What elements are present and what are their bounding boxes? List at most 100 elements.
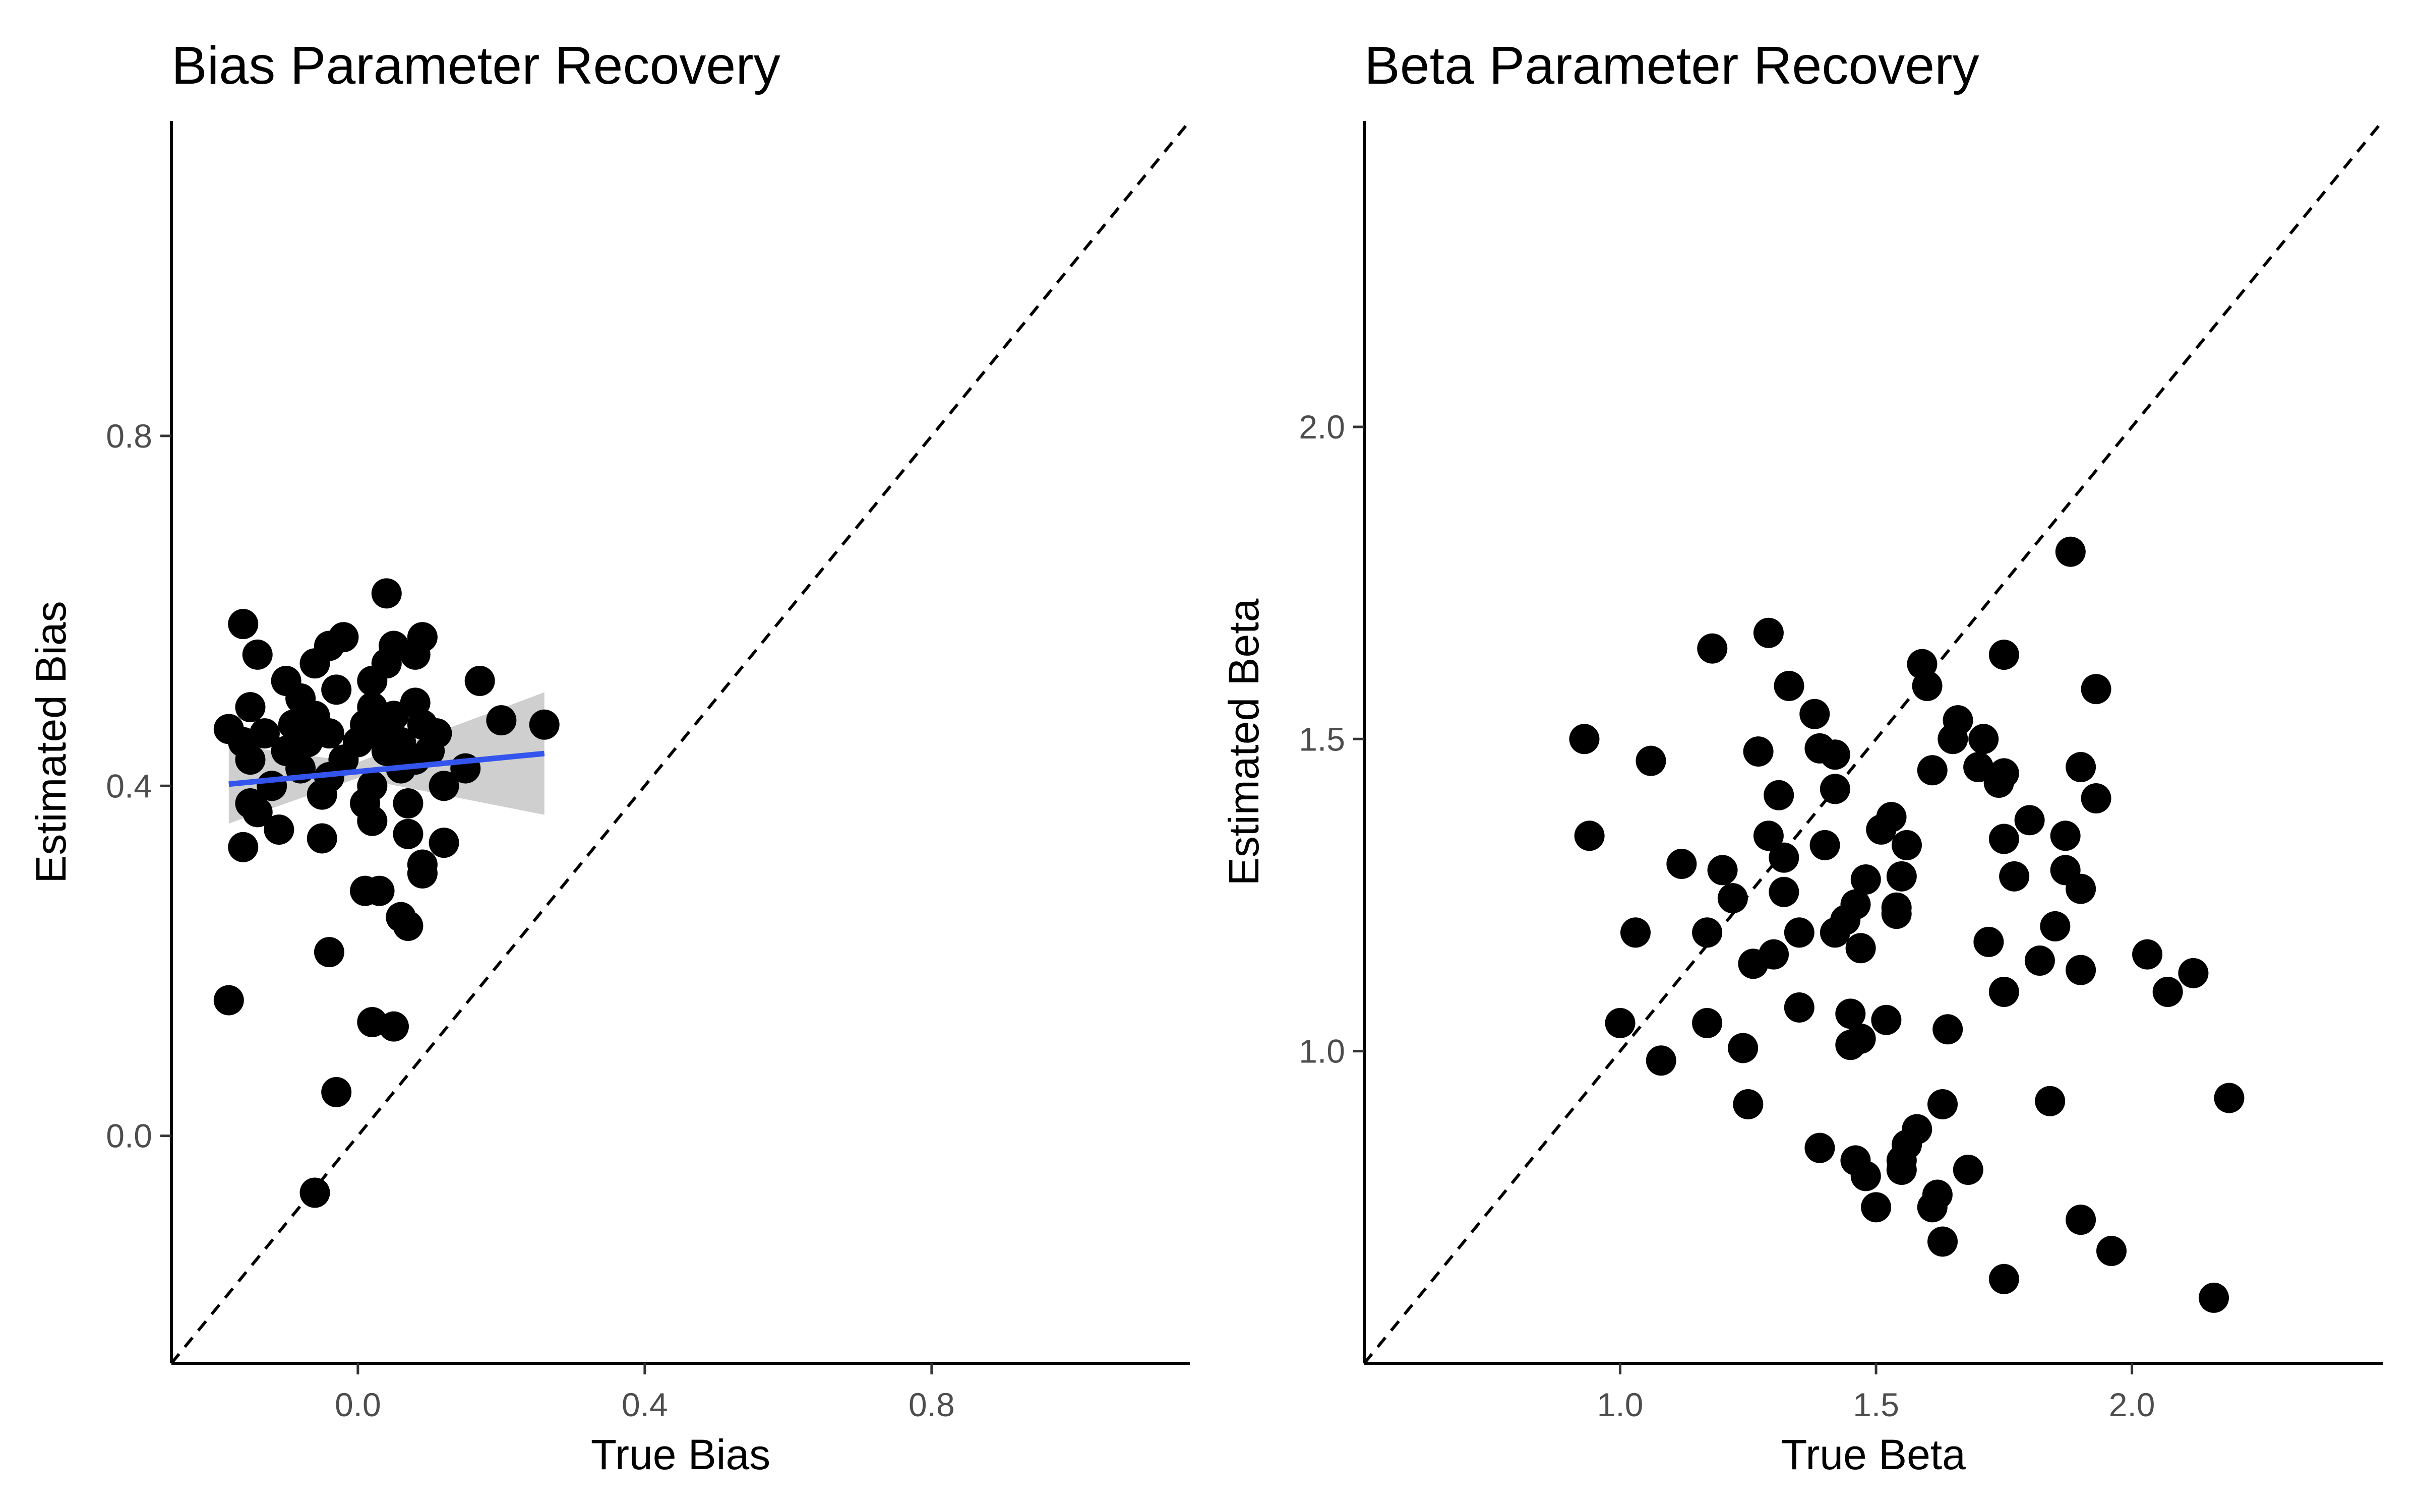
bias-data-point — [364, 875, 395, 906]
beta-data-point — [2132, 939, 2163, 970]
bias-x-tick-label: 0.0 — [335, 1386, 381, 1423]
beta-data-point — [1922, 1179, 1953, 1210]
beta-data-point — [1753, 617, 1784, 648]
bias-data-point — [235, 788, 266, 819]
beta-data-point — [1973, 926, 2004, 957]
beta-identity-line — [1363, 120, 2384, 1364]
beta-data-point — [1881, 899, 1912, 929]
beta-data-point — [1569, 724, 1600, 754]
beta-data-point — [2178, 958, 2209, 988]
beta-data-point — [2199, 1282, 2229, 1313]
bias-data-point — [228, 832, 259, 862]
beta-data-point — [1666, 849, 1697, 879]
bias-y-tick-label: 0.8 — [106, 417, 152, 455]
beta-data-point — [2050, 821, 2081, 851]
beta-data-point — [1759, 939, 1789, 970]
beta-data-point — [1943, 705, 1973, 736]
beta-data-point — [1707, 855, 1738, 886]
bias-data-point — [257, 771, 287, 801]
beta-x-tick-label: 1.5 — [1853, 1386, 1899, 1423]
bias-data-point — [464, 665, 495, 696]
bias-data-point — [393, 818, 424, 849]
beta-data-point — [1804, 1132, 1835, 1163]
beta-data-point — [1764, 780, 1794, 810]
bias-data-point — [378, 631, 409, 661]
beta-data-point — [2066, 955, 2096, 985]
beta-data-point — [1988, 640, 2019, 670]
bias-data-point — [314, 937, 344, 968]
beta-data-point — [1728, 1033, 1759, 1063]
beta-data-point — [1988, 824, 2019, 854]
beta-data-point — [1636, 745, 1666, 776]
bias-data-point — [529, 709, 560, 740]
beta-x-tick-label: 1.0 — [1597, 1386, 1644, 1423]
bias-y-axis-label: Estimated Bias — [27, 601, 75, 883]
bias-data-point — [328, 622, 359, 653]
beta-data-point — [1697, 633, 1728, 664]
bias-data-point — [357, 692, 388, 723]
beta-data-point — [1850, 1161, 1881, 1191]
bias-data-point — [378, 1011, 409, 1042]
beta-data-point — [1886, 1155, 1917, 1185]
beta-data-point — [1988, 976, 2019, 1007]
bias-data-point — [371, 578, 402, 609]
bias-data-point — [407, 622, 438, 653]
beta-data-point — [1646, 1045, 1676, 1076]
bias-data-point — [429, 771, 459, 801]
beta-data-point — [1871, 1004, 1902, 1035]
beta-data-point — [2024, 946, 2055, 976]
beta-data-point — [1850, 864, 1881, 895]
beta-data-point — [1784, 992, 1814, 1023]
bias-identity-line — [170, 120, 1191, 1364]
beta-data-point — [1912, 671, 1943, 702]
beta-data-point — [1953, 1155, 1983, 1185]
beta-y-tick-label: 2.0 — [1299, 408, 1345, 446]
bias-data-point — [299, 1177, 330, 1208]
beta-y-tick-label: 1.0 — [1299, 1033, 1345, 1070]
beta-data-point — [1988, 1264, 2019, 1294]
beta-data-point — [1840, 889, 1871, 920]
bias-data-point — [393, 788, 424, 819]
beta-data-point — [1820, 739, 1850, 770]
bias-data-point — [264, 814, 294, 845]
beta-data-point — [1845, 1023, 1876, 1054]
beta-x-tick-label: 2.0 — [2109, 1386, 2155, 1423]
bias-x-axis-label: True Bias — [591, 1431, 770, 1478]
beta-data-point — [1799, 699, 1830, 729]
beta-data-point — [1769, 876, 1799, 907]
beta-data-point — [2014, 805, 2045, 836]
bias-chart-title: Bias Parameter Recovery — [171, 36, 780, 95]
bias-data-point — [307, 823, 337, 854]
beta-data-point — [1988, 758, 2019, 789]
bias-x-tick-label: 0.8 — [909, 1386, 955, 1423]
beta-chart-title: Beta Parameter Recovery — [1364, 36, 1979, 95]
beta-data-point — [1999, 861, 2030, 892]
beta-data-point — [1902, 1114, 1932, 1145]
beta-data-point — [1692, 917, 1723, 948]
beta-panel: 1.0 1.5 2.0 1.0 1.5 2.0 True Beta Estimated Bet… — [1220, 120, 2384, 1478]
bias-data-point — [235, 692, 266, 723]
beta-data-point — [1861, 1192, 1892, 1223]
bias-data-point — [429, 828, 459, 858]
beta-data-point — [1743, 736, 1774, 767]
bias-data-point — [357, 771, 388, 801]
beta-data-point — [1809, 830, 1840, 860]
beta-data-point — [1927, 1089, 1958, 1119]
bias-data-point — [213, 714, 244, 744]
beta-data-point — [1917, 755, 1948, 786]
beta-data-point — [2035, 1086, 2066, 1116]
beta-data-point — [1605, 1007, 1636, 1038]
beta-y-tick-label: 1.5 — [1299, 720, 1345, 758]
bias-fit-line — [228, 750, 545, 787]
bias-data-point — [271, 665, 301, 696]
bias-data-point — [213, 985, 244, 1016]
beta-data-point — [1620, 917, 1651, 948]
beta-data-point — [1968, 724, 1999, 754]
beta-data-point — [1692, 1007, 1723, 1038]
bias-data-point — [386, 902, 416, 932]
beta-data-point — [1963, 752, 1994, 783]
bias-y-tick-label: 0.4 — [106, 767, 152, 804]
beta-data-point — [1753, 821, 1784, 851]
